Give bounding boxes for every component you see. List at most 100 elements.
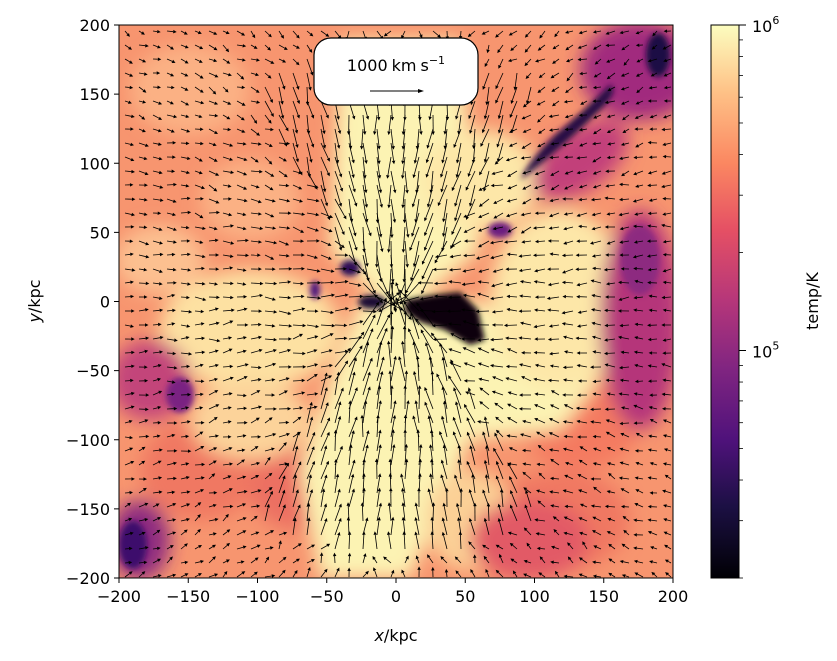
velocity-arrowhead: [547, 282, 552, 287]
velocity-arrow: [636, 296, 644, 299]
velocity-arrowhead: [634, 503, 639, 507]
velocity-arrowhead: [172, 212, 176, 217]
velocity-arrow: [222, 44, 228, 50]
velocity-arrowhead: [593, 74, 598, 78]
velocity-arrow: [264, 350, 274, 354]
velocity-arrowhead: [519, 280, 524, 284]
velocity-arrow: [334, 570, 339, 578]
velocity-arrowhead: [215, 238, 219, 243]
velocity-arrowhead: [547, 378, 552, 383]
velocity-arrowhead: [621, 406, 625, 410]
velocity-arrow: [650, 532, 658, 536]
velocity-arrow: [523, 434, 532, 438]
velocity-arrowhead: [272, 297, 276, 301]
velocity-arrowhead: [647, 364, 652, 368]
velocity-arrow: [510, 253, 518, 256]
x-axis: −200 −150 −100 −50 0 50 100 150 200: [97, 578, 688, 606]
velocity-arrowhead: [228, 212, 233, 217]
velocity-arrowhead: [576, 364, 581, 368]
velocity-arrowhead: [634, 379, 639, 384]
velocity-arrow: [208, 448, 215, 452]
velocity-arrow: [278, 114, 288, 129]
velocity-arrow: [138, 142, 146, 146]
velocity-arrowhead: [424, 401, 428, 406]
velocity-arrow: [454, 128, 462, 145]
velocity-arrow: [166, 519, 173, 522]
velocity-arrowhead: [258, 309, 263, 313]
velocity-arrowhead: [391, 160, 396, 165]
velocity-arrow: [567, 476, 574, 480]
velocity-arrow: [334, 477, 338, 494]
velocity-arrow: [425, 198, 434, 219]
velocity-arrow: [567, 170, 574, 174]
velocity-arrow: [638, 100, 644, 104]
velocity-arrowhead: [184, 573, 189, 577]
velocity-arrowhead: [469, 202, 473, 207]
velocity-arrowhead: [582, 541, 586, 546]
velocity-arrowhead: [413, 160, 418, 164]
velocity-arrowhead: [315, 228, 319, 232]
velocity-arrowhead: [396, 292, 400, 296]
velocity-arrowhead: [605, 184, 609, 188]
velocity-arrowhead: [492, 269, 497, 273]
velocity-arrow: [653, 547, 658, 550]
velocity-arrowhead: [169, 556, 173, 561]
velocity-arrow: [594, 226, 602, 229]
velocity-arrowhead: [241, 32, 246, 36]
velocity-arrow: [222, 114, 228, 118]
velocity-arrowhead: [285, 242, 290, 246]
velocity-arrowhead: [228, 488, 233, 492]
velocity-arrow: [138, 337, 146, 340]
velocity-arrowhead: [128, 420, 133, 424]
velocity-arrowhead: [390, 385, 394, 389]
velocity-arrowhead: [605, 43, 609, 48]
velocity-arrowhead: [663, 518, 667, 522]
velocity-arrowhead: [430, 458, 434, 463]
velocity-arrowhead: [325, 33, 330, 37]
velocity-arrowhead: [431, 323, 436, 328]
velocity-arrow: [292, 418, 299, 424]
velocity-arrow: [665, 338, 672, 341]
velocity-arrow: [470, 448, 476, 466]
velocity-arrow: [651, 407, 658, 410]
velocity-arrow: [334, 142, 338, 161]
velocity-arrow: [494, 391, 504, 396]
velocity-arrowhead: [273, 310, 278, 314]
velocity-arrowhead: [301, 294, 305, 299]
velocity-arrow: [638, 477, 644, 480]
velocity-arrow: [376, 317, 389, 340]
velocity-arrowhead: [647, 280, 651, 285]
velocity-arrowhead: [401, 175, 405, 179]
velocity-arrow: [466, 254, 476, 256]
velocity-arrow: [538, 365, 546, 368]
velocity-arrow: [264, 324, 273, 327]
velocity-arrow: [454, 390, 462, 410]
velocity-arrowhead: [314, 335, 319, 339]
velocity-arrowhead: [635, 461, 640, 466]
velocity-arrowhead: [200, 197, 204, 201]
velocity-arrowhead: [484, 63, 488, 67]
velocity-arrowhead: [257, 253, 261, 257]
velocity-arrowhead: [632, 199, 637, 203]
velocity-arrowhead: [452, 431, 457, 436]
velocity-arrow: [292, 477, 296, 494]
velocity-arrow: [551, 433, 560, 438]
velocity-arrow: [637, 351, 644, 354]
velocity-arrow: [623, 72, 630, 76]
velocity-arrow: [418, 30, 422, 36]
velocity-arrowhead: [404, 458, 409, 463]
velocity-arrowhead: [157, 377, 161, 382]
velocity-arrow: [390, 418, 395, 438]
velocity-arrow: [166, 380, 173, 383]
velocity-arrowhead: [226, 542, 230, 547]
velocity-arrowhead: [145, 323, 149, 327]
velocity-arrowhead: [534, 171, 539, 176]
velocity-arrowhead: [288, 267, 293, 271]
velocity-arrow: [596, 546, 602, 550]
velocity-arrowhead: [647, 140, 652, 145]
velocity-arrow: [320, 198, 329, 218]
velocity-arrowhead: [406, 400, 410, 404]
velocity-arrowhead: [593, 115, 598, 119]
velocity-arrowhead: [242, 517, 247, 521]
velocity-arrow: [166, 463, 174, 466]
